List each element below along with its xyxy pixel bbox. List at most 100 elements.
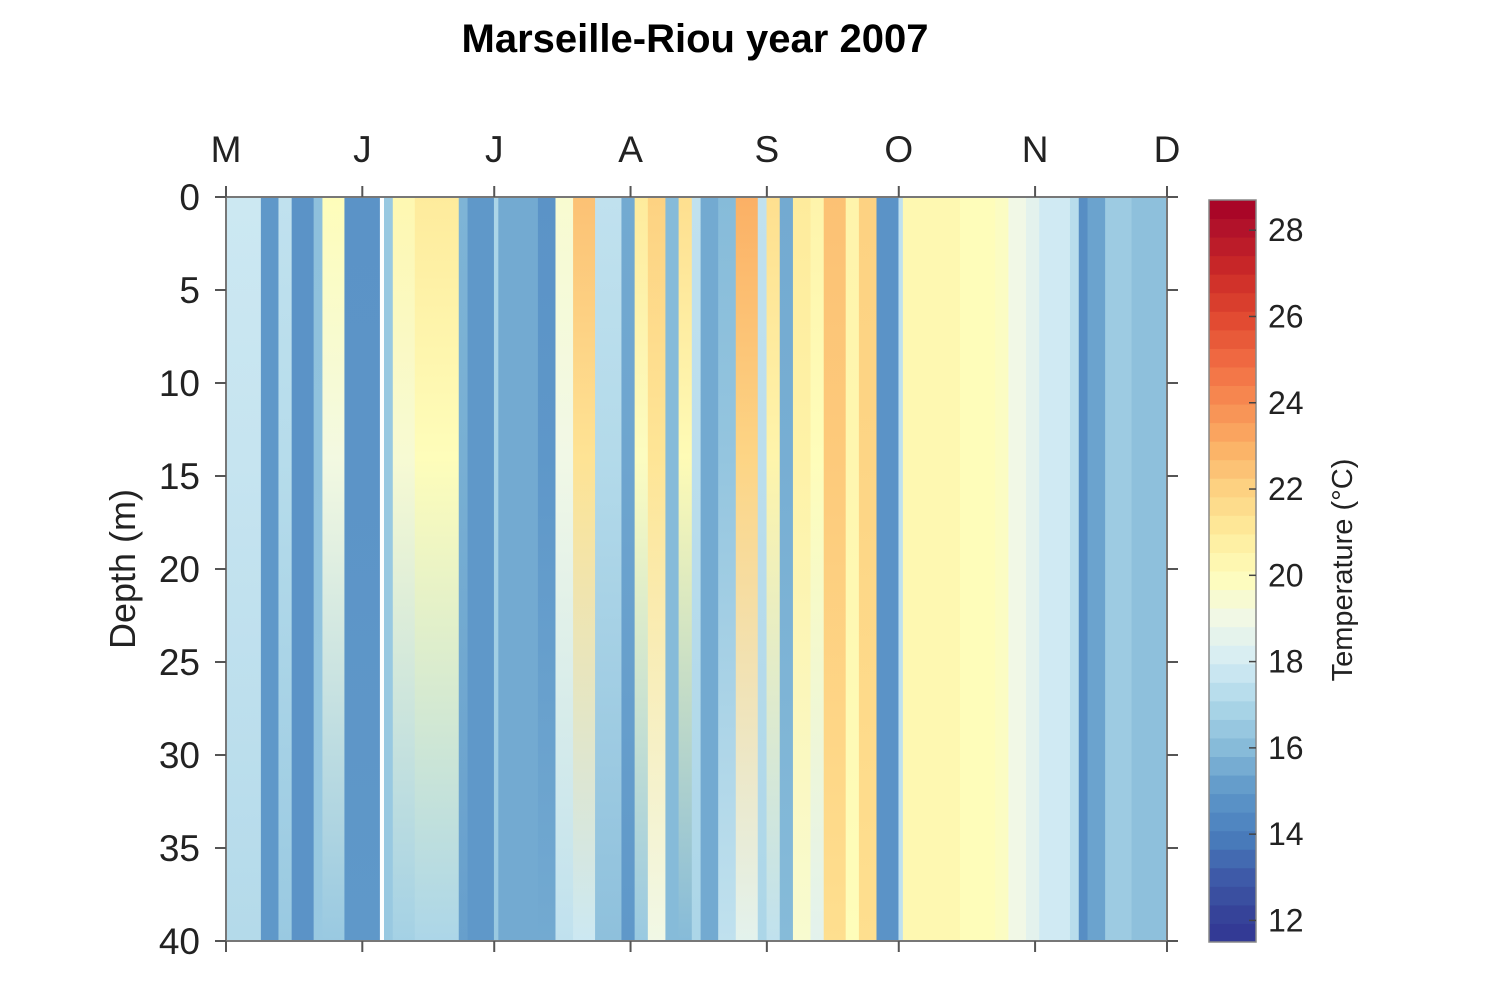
- colorbar-tick-label: 18: [1268, 644, 1304, 680]
- heatmap-cells: [225, 197, 1168, 941]
- colorbar-segment: [1209, 329, 1256, 349]
- x-tick-label: J: [485, 129, 504, 170]
- x-tick-label: J: [353, 129, 372, 170]
- y-tick-label: 40: [159, 921, 200, 962]
- heatmap-cell: [392, 197, 416, 941]
- x-tick-label: S: [755, 129, 780, 170]
- heatmap-cell: [845, 197, 860, 941]
- heatmap-cell: [555, 197, 574, 941]
- heatmap-cell: [537, 197, 557, 941]
- heatmap-cell: [225, 197, 262, 941]
- colorbar-segment: [1209, 459, 1256, 479]
- colorbar-tick-label: 12: [1268, 902, 1304, 938]
- heatmap-cell: [278, 197, 293, 941]
- heatmap-cell: [383, 197, 394, 941]
- colorbar-tick-label: 20: [1268, 557, 1304, 593]
- heatmap-cell: [1069, 197, 1080, 941]
- heatmap-cell: [458, 197, 469, 941]
- heatmap-cell: [344, 197, 381, 941]
- y-tick-label: 30: [159, 735, 200, 776]
- colorbar-segment: [1209, 589, 1256, 609]
- x-tick-label: O: [884, 129, 913, 170]
- heatmap-cell: [595, 197, 623, 941]
- colorbar-segment: [1209, 775, 1256, 795]
- colorbar-segment: [1209, 830, 1256, 850]
- heatmap-cell: [1105, 197, 1133, 941]
- colorbar-segment: [1209, 274, 1256, 294]
- colorbar-segment: [1209, 737, 1256, 757]
- x-tick-label: M: [211, 129, 242, 170]
- heatmap-cell: [467, 197, 495, 941]
- y-tick-label: 20: [159, 549, 200, 590]
- heatmap-cell: [1039, 197, 1071, 941]
- colorbar-segment: [1209, 255, 1256, 275]
- y-axis-label: Depth (m): [102, 489, 143, 649]
- colorbar-segment: [1209, 515, 1256, 535]
- heatmap-cell: [1087, 197, 1106, 941]
- colorbar-segment: [1209, 700, 1256, 720]
- colorbar-tick-label: 14: [1268, 816, 1304, 852]
- colorbar-segment: [1209, 719, 1256, 739]
- heatmap-cell: [291, 197, 315, 941]
- colorbar-segment: [1209, 385, 1256, 405]
- colorbar-segment: [1209, 812, 1256, 832]
- colorbar-segment: [1209, 571, 1256, 591]
- heatmap-cell: [898, 197, 904, 941]
- colorbar-tick-label: 22: [1268, 471, 1304, 507]
- colorbar-tick-label: 24: [1268, 385, 1304, 421]
- x-tick-label: N: [1022, 129, 1049, 170]
- heatmap-cell: [766, 197, 781, 941]
- colorbar: 12 14 16 18 20 22 24 26 28: [1208, 199, 1304, 943]
- colorbar-segment: [1209, 496, 1256, 516]
- heatmap-cell: [322, 197, 346, 941]
- colorbar-segment: [1209, 923, 1256, 943]
- heatmap-cell: [647, 197, 667, 941]
- colorbar-segment: [1209, 348, 1256, 368]
- colorbar-segment: [1209, 533, 1256, 553]
- colorbar-segment: [1209, 218, 1256, 238]
- heatmap-cell: [678, 197, 693, 941]
- heatmap-cell: [876, 197, 900, 941]
- colorbar-segment: [1209, 626, 1256, 646]
- heatmap-cell: [1025, 197, 1040, 941]
- colorbar-segment: [1209, 422, 1256, 442]
- heatmap-cell: [691, 197, 702, 941]
- colorbar-segment: [1209, 441, 1256, 461]
- colorbar-segment: [1209, 849, 1256, 869]
- heatmap-cell: [1008, 197, 1027, 941]
- colorbar-frame: [1208, 199, 1257, 943]
- colorbar-segment: [1209, 645, 1256, 665]
- heatmap-cell: [634, 197, 649, 941]
- colorbar-segment: [1209, 292, 1256, 312]
- heatmap-cell: [493, 197, 499, 941]
- colorbar-tick-label: 26: [1268, 298, 1304, 334]
- y-tick-label: 10: [159, 363, 200, 404]
- y-tick-label: 0: [179, 177, 200, 218]
- heatmap-cell: [414, 197, 460, 941]
- heatmap-cell: [1131, 197, 1168, 941]
- heatmap-cell: [902, 197, 961, 941]
- axes: M J J A S O N D 0 5 10 15 20 25 30 35 40: [159, 129, 1181, 962]
- heatmap-cell: [718, 197, 737, 941]
- heatmap-cell: [1078, 197, 1089, 941]
- colorbar-segment: [1209, 867, 1256, 887]
- heatmap-cell: [498, 197, 539, 941]
- heatmap-cell: [858, 197, 878, 941]
- colorbar-segment: [1209, 793, 1256, 813]
- heatmap-cell: [757, 197, 768, 941]
- colorbar-segment: [1209, 404, 1256, 424]
- heatmap-cell: [810, 197, 825, 941]
- colorbar-segment: [1209, 237, 1256, 257]
- heatmap-cell: [700, 197, 719, 941]
- heatmap-cell: [621, 197, 636, 941]
- heatmap-cell: [823, 197, 847, 941]
- colorbar-segment: [1209, 904, 1256, 924]
- colorbar-segment: [1209, 200, 1256, 220]
- colorbar-segment: [1209, 886, 1256, 906]
- heatmap-cell: [313, 197, 324, 941]
- x-tick-label: A: [618, 129, 643, 170]
- heatmap-cell: [792, 197, 812, 941]
- y-tick-label: 35: [159, 828, 200, 869]
- colorbar-segment: [1209, 311, 1256, 331]
